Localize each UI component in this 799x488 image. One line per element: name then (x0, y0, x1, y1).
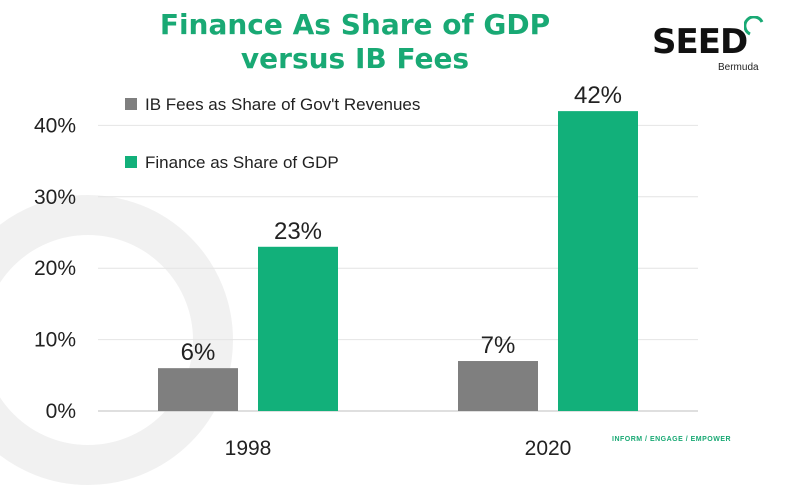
y-tick-label: 20% (34, 257, 76, 280)
x-tick-label-1998: 1998 (225, 437, 272, 460)
y-tick-label: 40% (34, 114, 76, 137)
data-label-1998-series-0: 6% (181, 339, 216, 366)
chart-title: Finance As Share of GDP versus IB Fees (120, 8, 590, 76)
y-tick-label: 10% (34, 329, 76, 352)
bar-2020-series-0 (458, 361, 538, 411)
bar-2020-series-1 (558, 111, 638, 412)
title-line-1: Finance As Share of GDP (159, 8, 551, 41)
data-label-1998-series-1: 23% (274, 218, 322, 245)
legend-swatch-ib-fees (125, 98, 137, 110)
logo-name: SEED (652, 22, 748, 62)
y-tick-label: 30% (34, 186, 76, 209)
bar-1998-series-1 (258, 246, 338, 411)
logo-subtitle: Bermuda (718, 62, 759, 73)
title-line-2: versus IB Fees (240, 42, 470, 75)
legend-swatch-finance (125, 156, 137, 168)
legend-label-ib-fees: IB Fees as Share of Gov't Revenues (145, 95, 420, 114)
data-label-2020-series-0: 7% (481, 332, 516, 359)
data-label-2020-series-1: 42% (574, 82, 622, 109)
tagline: INFORM / ENGAGE / EMPOWER (612, 436, 732, 443)
seed-logo: SEED Bermuda (652, 16, 772, 82)
y-tick-label: 0% (46, 400, 76, 423)
x-tick-label-2020: 2020 (525, 437, 572, 460)
bar-1998-series-0 (158, 368, 238, 411)
legend-label-finance: Finance as Share of GDP (145, 153, 339, 172)
logo-swirl-icon (744, 16, 764, 36)
